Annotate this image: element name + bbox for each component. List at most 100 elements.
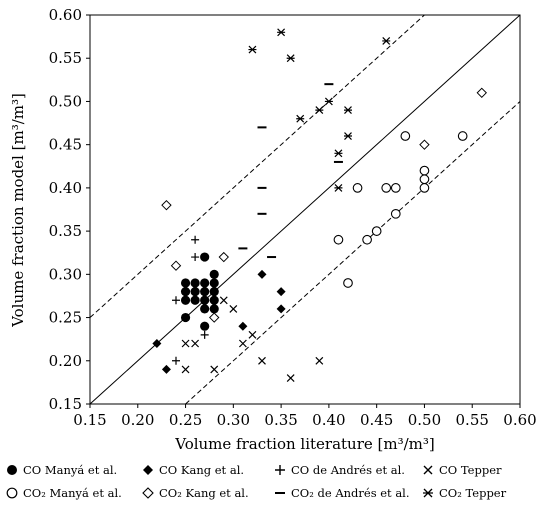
data-point xyxy=(191,253,200,262)
data-point xyxy=(190,295,200,305)
open-diamond-icon xyxy=(142,487,154,499)
series-7 xyxy=(248,28,391,192)
y-tick-label: 0.60 xyxy=(49,6,82,24)
x-tick-label: 0.55 xyxy=(456,411,489,429)
data-point xyxy=(382,37,391,45)
data-point xyxy=(334,183,343,192)
data-point xyxy=(172,296,180,305)
data-point xyxy=(390,208,401,219)
data-point xyxy=(161,364,171,374)
y-tick-label: 0.40 xyxy=(49,179,82,197)
x-tick-label: 0.35 xyxy=(264,411,297,429)
legend-label-co-tepper: CO Tepper xyxy=(439,463,502,477)
y-tick-label: 0.55 xyxy=(49,49,82,67)
data-point xyxy=(315,106,324,115)
x-tick-label: 0.45 xyxy=(360,411,393,429)
series-3 xyxy=(181,296,324,382)
legend-item-co2-manya: CO₂ Manyá et al. xyxy=(4,483,122,503)
legend-label-co2-de-andres: CO₂ de Andrés et al. xyxy=(291,486,410,500)
data-point xyxy=(200,278,210,288)
legend: CO Manyá et al. CO Kang et al. CO de And… xyxy=(0,460,550,507)
data-point xyxy=(209,304,219,314)
data-point xyxy=(200,295,210,305)
legend-label-co2-tepper: CO₂ Tepper xyxy=(439,486,507,500)
data-point xyxy=(191,235,200,244)
data-point xyxy=(209,287,219,297)
series-6 xyxy=(238,83,343,259)
data-point xyxy=(400,131,411,141)
data-point xyxy=(180,295,191,305)
legend-label-co-de-andres: CO de Andrés et al. xyxy=(291,463,405,477)
data-point xyxy=(324,97,333,106)
data-point xyxy=(352,183,363,193)
data-point xyxy=(200,304,210,314)
y-axis-ticks: 0.15 0.20 0.25 0.30 0.35 0.40 0.45 0.50 0.55 0.60 xyxy=(49,6,90,413)
data-point xyxy=(390,183,401,193)
data-point xyxy=(200,252,210,262)
data-point xyxy=(200,330,209,339)
open-circle-icon xyxy=(6,487,18,499)
data-point xyxy=(191,339,200,348)
legend-item-co-manya: CO Manyá et al. xyxy=(4,460,117,480)
data-point xyxy=(248,45,257,54)
y-tick-label: 0.15 xyxy=(49,395,82,413)
data-point xyxy=(334,149,343,158)
data-point xyxy=(161,199,172,211)
upper-bound-line xyxy=(89,14,425,318)
data-points xyxy=(152,28,487,382)
plot-frame xyxy=(89,14,521,405)
x-axis-ticks: 0.15 0.20 0.25 0.30 0.35 0.40 0.45 0.50 0.55 0.60 xyxy=(73,404,537,429)
legend-label-co2-kang: CO₂ Kang et al. xyxy=(159,486,249,500)
data-point xyxy=(209,269,219,279)
y-tick-label: 0.20 xyxy=(49,352,82,370)
scatter-chart: 0.15 0.20 0.25 0.30 0.35 0.40 0.45 0.50 0.55 0.60… xyxy=(9,6,537,453)
data-point xyxy=(180,312,191,323)
x-tick-label: 0.50 xyxy=(408,411,441,429)
data-point xyxy=(181,339,190,348)
legend-item-co-kang: CO Kang et al. xyxy=(140,460,244,480)
series-2 xyxy=(172,235,209,365)
data-point xyxy=(344,106,352,115)
data-point xyxy=(286,54,295,63)
y-tick-label: 0.35 xyxy=(49,222,82,240)
data-point xyxy=(457,131,468,141)
data-point xyxy=(200,287,210,297)
data-point xyxy=(180,278,191,288)
legend-item-co2-kang: CO₂ Kang et al. xyxy=(140,483,249,503)
filled-diamond-icon xyxy=(143,465,153,475)
data-point xyxy=(476,87,487,99)
data-point xyxy=(277,28,286,37)
data-point xyxy=(209,295,219,305)
x-tick-label: 0.25 xyxy=(169,411,202,429)
data-point xyxy=(181,365,190,374)
series-4 xyxy=(333,131,468,288)
data-point xyxy=(257,269,267,279)
lower-bound-line xyxy=(185,101,521,405)
x-tick-label: 0.40 xyxy=(312,411,345,429)
x-tick-label: 0.30 xyxy=(217,411,250,429)
legend-item-co-tepper: CO Tepper xyxy=(420,460,502,480)
legend-item-co-de-andres: CO de Andrés et al. xyxy=(272,460,405,480)
data-point xyxy=(209,278,219,288)
data-point xyxy=(419,165,430,176)
legend-label-co2-manya: CO₂ Manyá et al. xyxy=(23,486,122,500)
series-1 xyxy=(152,269,286,374)
x-tick-label: 0.60 xyxy=(503,411,536,429)
y-tick-label: 0.30 xyxy=(49,265,82,283)
data-point xyxy=(248,330,257,339)
data-point xyxy=(180,287,191,297)
data-point xyxy=(276,304,286,314)
data-point xyxy=(170,260,182,271)
data-point xyxy=(190,278,200,288)
filled-circle-icon xyxy=(7,465,17,475)
y-tick-label: 0.45 xyxy=(49,136,82,154)
series-0 xyxy=(180,252,219,331)
data-point xyxy=(190,287,200,297)
data-point xyxy=(344,132,352,140)
data-point xyxy=(315,356,324,365)
data-point xyxy=(362,234,372,245)
legend-item-co2-de-andres: CO₂ de Andrés et al. xyxy=(272,483,410,503)
data-point xyxy=(258,356,266,365)
data-point xyxy=(286,374,295,382)
x-axis-title: Volume fraction literature [m³/m³] xyxy=(174,435,435,453)
